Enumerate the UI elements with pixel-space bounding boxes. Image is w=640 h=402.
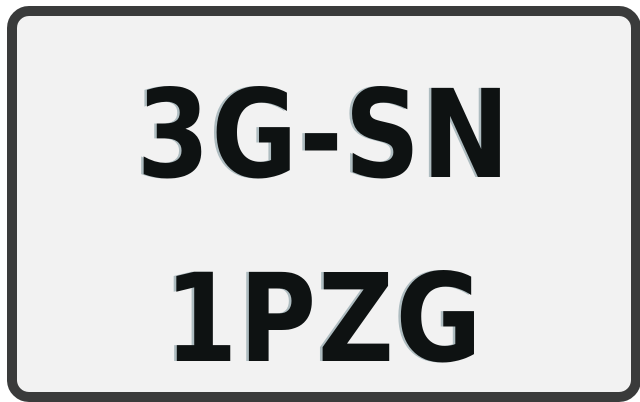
license-plate: 3G-SN 1PZG (7, 6, 640, 402)
plate-line-2: 1PZG (164, 248, 484, 390)
plate-line-1: 3G-SN (136, 64, 512, 206)
